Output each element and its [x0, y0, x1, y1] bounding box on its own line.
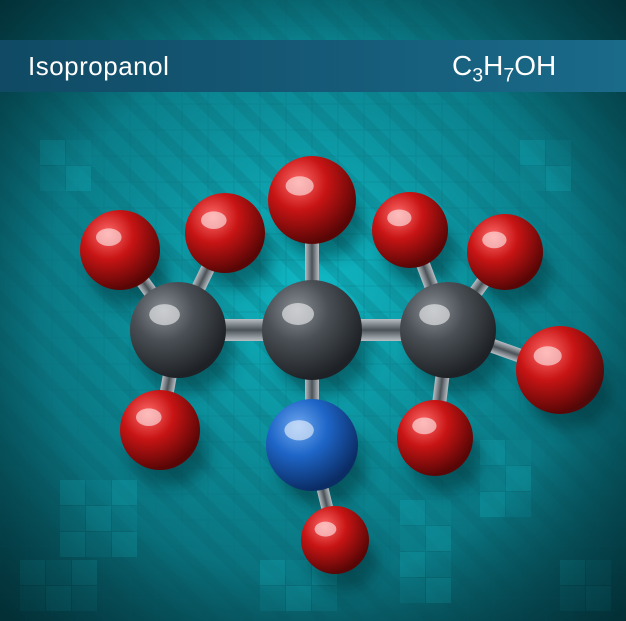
infographic-stage: Isopropanol C3H7OH — [0, 0, 626, 621]
atom-h — [397, 400, 473, 476]
atom-h — [301, 506, 369, 574]
atom-h — [516, 326, 604, 414]
atom-c — [400, 282, 496, 378]
atom-h — [467, 214, 543, 290]
atom-h — [268, 156, 356, 244]
atom-c — [262, 280, 362, 380]
atom-h — [80, 210, 160, 290]
atom-h — [372, 192, 448, 268]
atom-h — [185, 193, 265, 273]
chemical-formula-label: C3H7OH — [452, 50, 556, 88]
atom-o — [266, 399, 358, 491]
molecule-name-label: Isopropanol — [28, 51, 169, 82]
molecule-diagram — [0, 0, 626, 621]
atom-h — [120, 390, 200, 470]
atom-c — [130, 282, 226, 378]
